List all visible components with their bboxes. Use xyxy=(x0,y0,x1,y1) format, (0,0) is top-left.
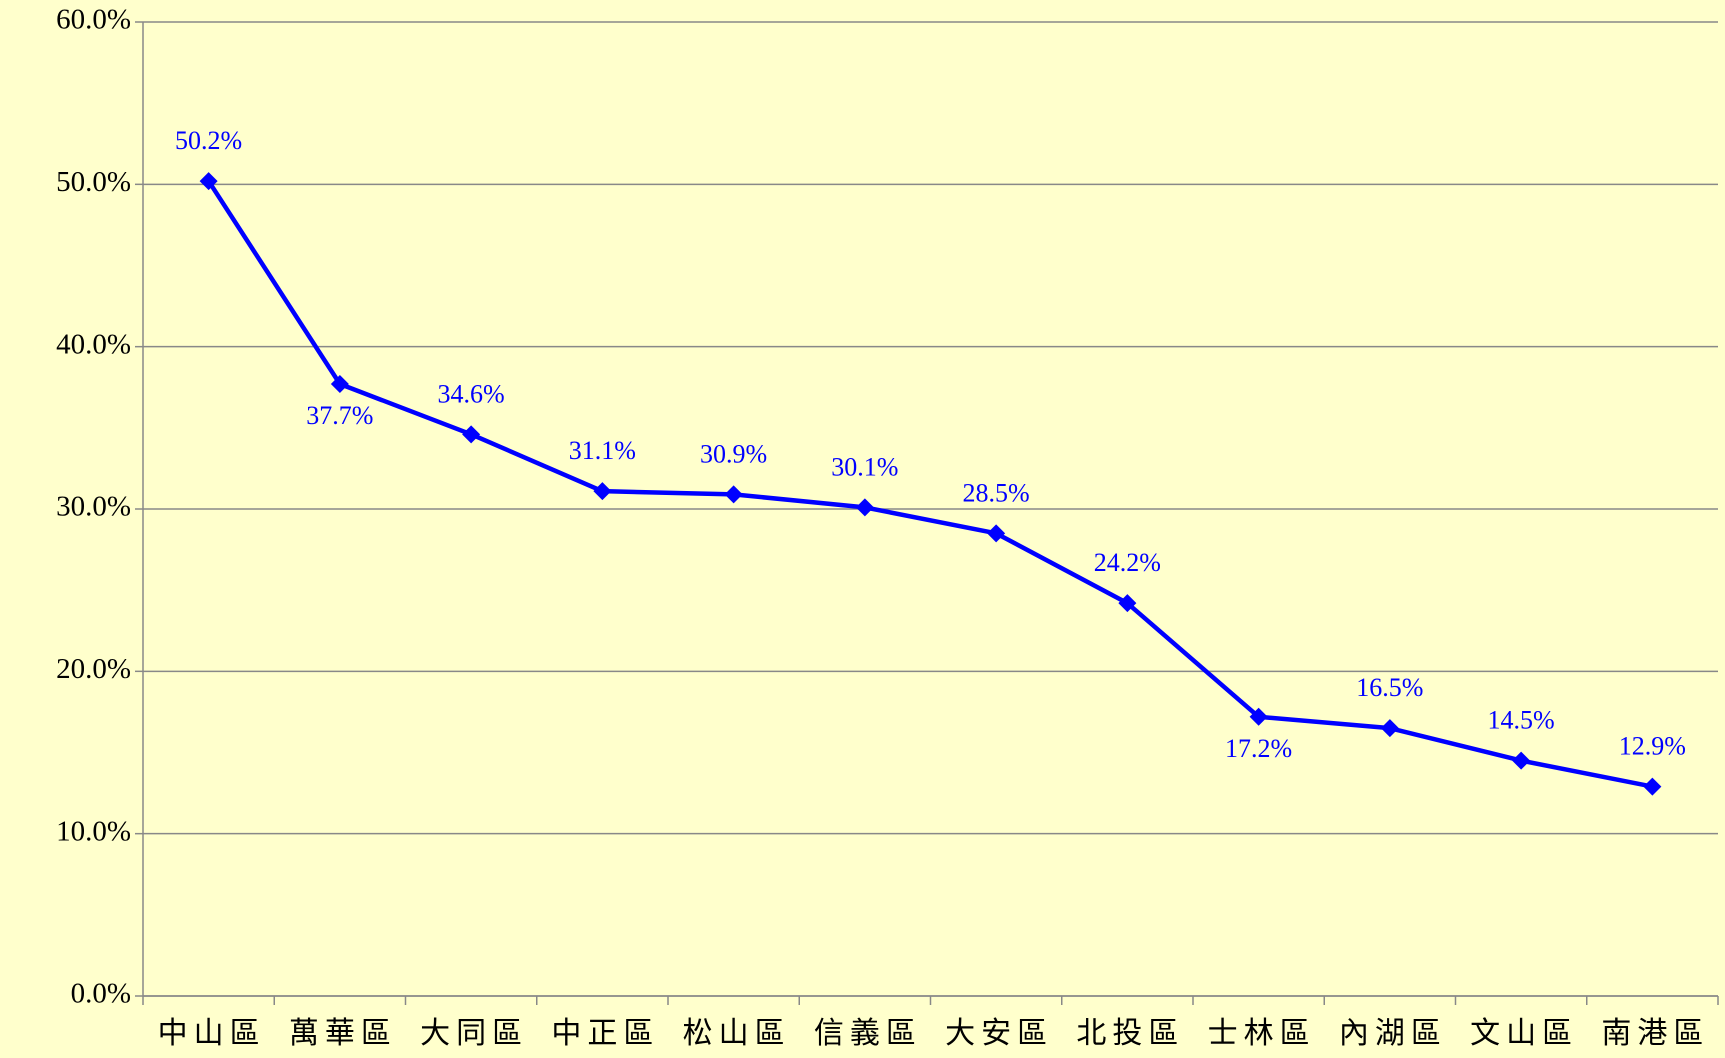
value-label: 34.6% xyxy=(438,379,505,408)
y-tick-label: 20.0% xyxy=(56,653,131,685)
marker xyxy=(330,375,349,394)
value-label: 28.5% xyxy=(963,478,1030,507)
marker xyxy=(855,498,874,517)
marker xyxy=(987,524,1006,543)
x-tick-label: 南港區 xyxy=(1601,1017,1709,1050)
x-tick-label: 松山區 xyxy=(683,1017,791,1050)
marker xyxy=(462,425,481,444)
marker xyxy=(1249,707,1268,726)
value-label: 12.9% xyxy=(1619,732,1686,761)
value-label: 30.1% xyxy=(831,452,898,481)
x-tick-label: 大安區 xyxy=(945,1017,1053,1050)
x-tick-label: 中山區 xyxy=(158,1017,266,1050)
marker xyxy=(1118,594,1137,613)
y-tick-label: 40.0% xyxy=(56,328,131,360)
x-tick-label: 萬華區 xyxy=(289,1017,397,1050)
y-tick-label: 60.0% xyxy=(56,4,131,36)
x-tick-label: 內湖區 xyxy=(1339,1017,1447,1050)
marker xyxy=(199,172,218,191)
value-label: 30.9% xyxy=(700,439,767,468)
y-tick-label: 30.0% xyxy=(56,491,131,523)
x-tick-label: 士林區 xyxy=(1208,1017,1316,1050)
marker xyxy=(1643,777,1662,796)
marker xyxy=(593,482,612,501)
x-tick-label: 北投區 xyxy=(1076,1017,1184,1050)
y-tick-label: 50.0% xyxy=(56,166,131,198)
marker xyxy=(724,485,743,504)
value-label: 37.7% xyxy=(306,401,373,430)
y-tick-label: 0.0% xyxy=(71,978,131,1010)
value-label: 31.1% xyxy=(569,436,636,465)
value-label: 50.2% xyxy=(175,126,242,155)
x-tick-label: 大同區 xyxy=(420,1017,528,1050)
marker xyxy=(1380,719,1399,738)
series-line xyxy=(206,179,1653,789)
x-tick-label: 文山區 xyxy=(1470,1017,1578,1050)
value-label: 24.2% xyxy=(1094,548,1161,577)
y-tick-label: 10.0% xyxy=(56,815,131,847)
value-label: 17.2% xyxy=(1225,734,1292,763)
value-label: 16.5% xyxy=(1356,673,1423,702)
x-tick-label: 中正區 xyxy=(551,1017,659,1050)
marker xyxy=(1512,751,1531,770)
x-tick-label: 信義區 xyxy=(814,1017,922,1050)
value-label: 14.5% xyxy=(1488,706,1555,735)
